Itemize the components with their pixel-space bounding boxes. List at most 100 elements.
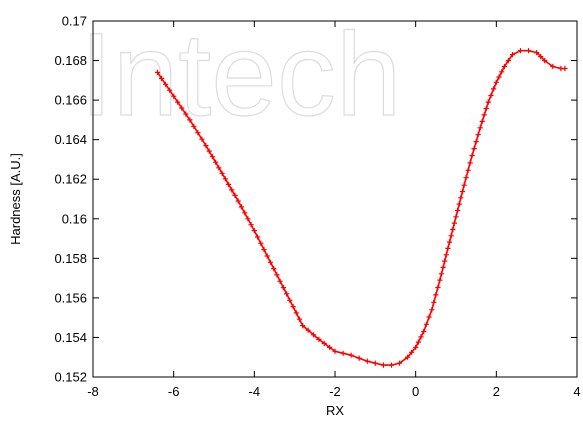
data-point-marker [499,69,505,75]
watermark-text: Intech [80,9,401,141]
data-point-marker [380,362,386,368]
data-point-marker [248,222,254,228]
data-point-marker [277,278,283,284]
data-point-marker [542,58,548,64]
data-point-marker [261,247,267,253]
data-point-marker [305,327,311,333]
data-point-marker [238,204,244,210]
data-point-marker [456,201,462,207]
data-point-marker [446,239,453,245]
data-point-marker [284,291,290,297]
data-point-marker [159,75,165,81]
data-point-marker [258,240,264,246]
data-point-marker [264,253,270,259]
data-point-marker [448,233,454,239]
data-point-marker [332,348,338,354]
data-point-marker [469,152,475,159]
data-point-marker [415,339,421,345]
x-tick-label: -4 [249,384,261,399]
data-point-marker [310,332,317,338]
data-point-marker [321,340,327,346]
data-point-marker [437,277,443,283]
data-point-marker [219,170,225,176]
data-point-marker [372,360,378,366]
data-point-marker [501,63,507,70]
data-point-marker [459,188,466,195]
data-point-marker [195,130,201,136]
data-point-marker [438,271,445,277]
data-point-marker [327,344,333,350]
x-axis: -8 -6 -4 -2 0 2 4 [87,21,581,399]
x-tick-label: -6 [168,384,180,399]
data-point-marker [534,50,540,56]
data-point-marker [405,354,411,360]
data-point-marker [396,360,403,366]
data-point-marker [445,245,451,251]
y-tick-label: 0.156 [54,290,87,305]
data-point-marker [203,143,209,149]
data-point-marker [171,93,177,99]
y-tick-label: 0.162 [54,172,87,187]
y-tick-label: 0.17 [62,14,87,29]
data-point-marker [300,323,306,329]
data-point-marker [491,86,497,92]
data-point-marker [340,350,346,356]
data-point-marker [293,310,299,316]
data-point-marker [461,182,467,188]
data-point-marker [348,352,354,358]
data-point-marker [477,125,483,131]
data-point-marker [562,65,568,72]
data-point-marker [479,118,485,124]
data-point-marker [235,198,241,204]
data-point-marker [475,132,481,138]
y-tick-label: 0.158 [54,251,87,266]
data-point-marker [505,58,511,64]
data-point-marker [179,105,185,111]
y-axis: 0.152 0.154 0.156 0.158 0.16 0.162 0.164 0.166 0… [54,14,577,385]
data-point-marker [473,139,479,145]
data-point-marker [154,69,161,75]
y-tick-label: 0.168 [54,53,87,68]
data-point-marker [423,321,429,327]
plot-area [154,48,568,368]
data-point-marker [451,220,457,226]
data-point-marker [421,328,427,335]
data-point-marker [213,159,219,165]
data-point-marker [316,336,322,342]
data-point-marker [481,112,487,118]
data-point-marker [191,123,197,129]
data-point-marker [280,285,286,291]
data-point-marker [509,52,516,58]
data-point-marker [467,160,473,166]
data-point-marker [488,92,494,99]
data-point-marker [435,284,441,291]
y-axis-label: Hardness [A.U.] [8,153,23,245]
y-tick-label: 0.166 [54,93,87,108]
data-point-marker [517,48,524,54]
y-tick-label: 0.154 [54,330,87,345]
data-point-marker [431,299,437,305]
data-point-marker [471,146,477,152]
data-point-marker [206,148,212,154]
data-point-marker [388,362,395,368]
data-point-marker [443,252,449,258]
data-point-marker [167,87,173,93]
data-point-marker [453,214,459,220]
data-point-marker [232,192,238,198]
data-point-marker [455,207,461,214]
data-point-marker [418,334,424,340]
data-point-marker [440,264,446,270]
x-tick-label: -2 [329,384,341,399]
data-point-marker [442,258,448,264]
data-point-marker [526,48,532,54]
data-point-marker [251,228,257,234]
data-point-marker [287,297,293,303]
y-tick-label: 0.164 [54,132,87,147]
data-point-marker [485,99,491,105]
x-tick-label: 4 [573,384,580,399]
x-tick-label: 0 [412,384,419,399]
data-point-marker [222,176,228,182]
y-tick-label: 0.16 [62,211,87,226]
data-point-marker [458,195,464,201]
